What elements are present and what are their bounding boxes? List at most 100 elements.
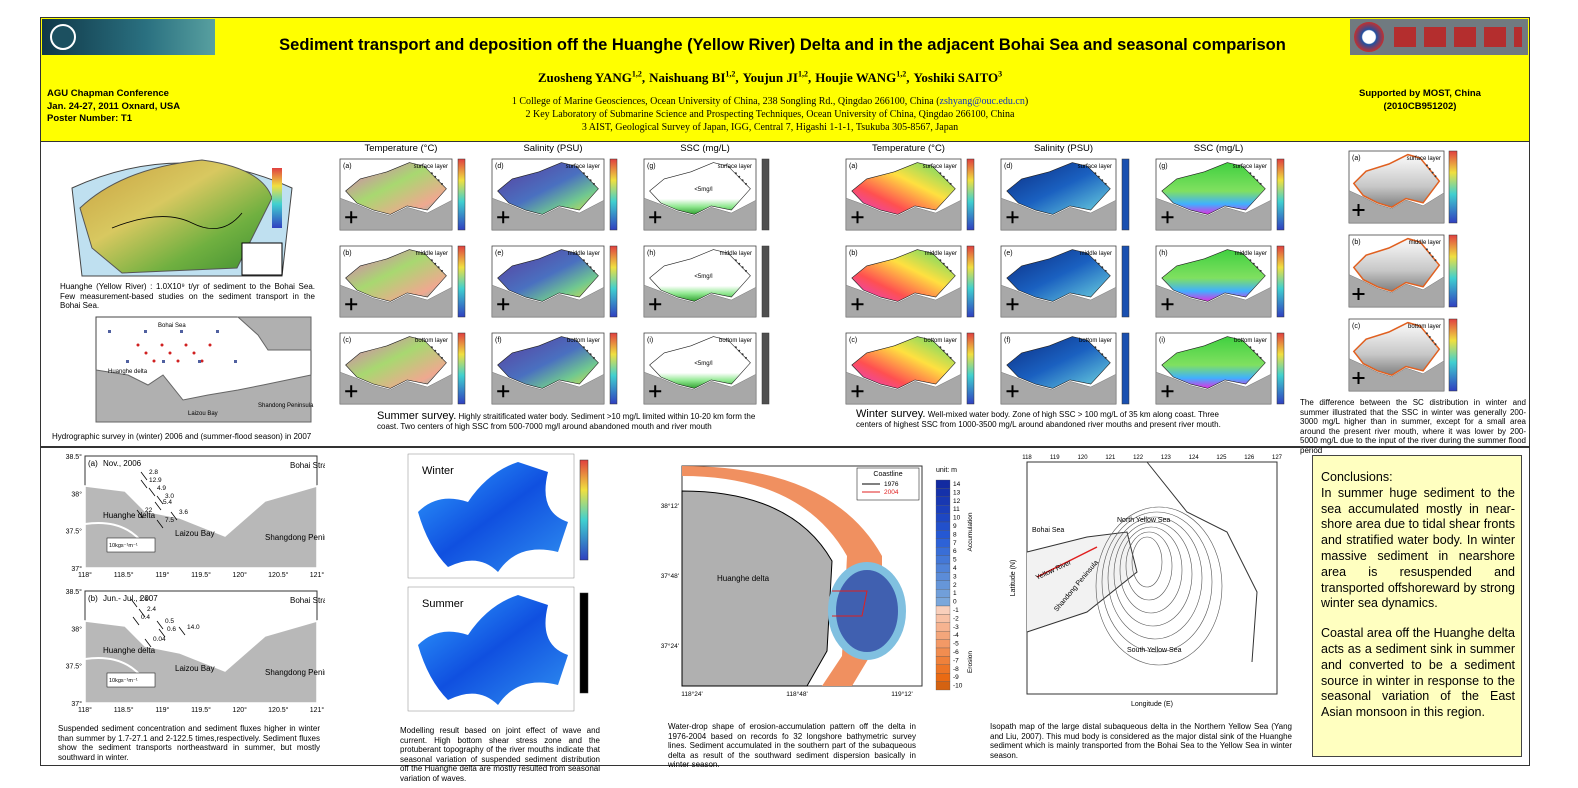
sea-field bbox=[1161, 162, 1266, 215]
island bbox=[744, 356, 747, 359]
layer-label: surface layer bbox=[1233, 164, 1267, 170]
island bbox=[738, 175, 741, 178]
island bbox=[437, 179, 440, 182]
land bbox=[95, 369, 312, 423]
layer-label: bottom layer bbox=[1408, 324, 1441, 330]
scale-cell bbox=[935, 496, 951, 506]
layer-label: surface layer bbox=[718, 164, 752, 170]
island bbox=[586, 262, 589, 265]
scale-box bbox=[106, 672, 156, 688]
isopach-contour bbox=[1101, 511, 1213, 653]
sea-field bbox=[345, 249, 447, 302]
author-affiliation: 1,2 bbox=[631, 70, 642, 79]
x-tick-label: 123 bbox=[1161, 455, 1172, 461]
flux-value: 14.0 bbox=[187, 624, 200, 631]
scale-label: 1 bbox=[953, 590, 957, 597]
caption: The difference between the SC distributi… bbox=[1300, 398, 1526, 455]
colorbar bbox=[1121, 332, 1130, 405]
author-name: Naishuang BI bbox=[649, 70, 726, 86]
island bbox=[949, 356, 952, 359]
x-tick-label: 120° bbox=[232, 706, 247, 714]
layer-label: surface layer bbox=[1078, 164, 1112, 170]
panel-label: (a) bbox=[849, 163, 858, 170]
sea-field bbox=[1352, 153, 1441, 209]
compass bbox=[345, 385, 358, 398]
flux-arrow bbox=[132, 616, 140, 626]
author-affiliation: 1,2 bbox=[896, 70, 907, 79]
y-axis-label: Latitude (N) bbox=[1010, 560, 1017, 597]
colorbar bbox=[457, 158, 466, 231]
colorbar bbox=[457, 245, 466, 318]
land bbox=[79, 159, 273, 274]
flux-value: 12.9 bbox=[149, 477, 162, 484]
layer-label: bottom layer bbox=[415, 338, 448, 344]
isopach-contour bbox=[1107, 516, 1203, 640]
x-tick-label: 119°12' bbox=[891, 690, 912, 698]
layer-label: middle layer bbox=[925, 251, 957, 257]
y-tick-label: 38°12' bbox=[661, 502, 679, 510]
island bbox=[1104, 356, 1107, 359]
scale-cell bbox=[935, 505, 951, 514]
compass bbox=[851, 211, 864, 224]
map-panel: (b) middle layer bbox=[845, 245, 975, 318]
map-panel: (e) middle layer bbox=[1000, 245, 1130, 318]
flux-arrow bbox=[140, 479, 148, 489]
scale-label: 3 bbox=[953, 573, 957, 580]
island bbox=[434, 262, 437, 265]
compass bbox=[497, 211, 510, 224]
column-title: Salinity (PSU) bbox=[523, 143, 583, 154]
layer-label: middle layer bbox=[1409, 240, 1441, 246]
station bbox=[234, 360, 237, 363]
flux-arrow bbox=[136, 509, 144, 519]
x-tick-label: 119.5° bbox=[191, 706, 211, 714]
layer-label: surface layer bbox=[566, 164, 600, 170]
sea-field bbox=[649, 162, 751, 215]
map-panel: (c) bottom layer bbox=[845, 332, 975, 405]
x-tick-label: 120° bbox=[232, 571, 247, 579]
sea-field bbox=[497, 249, 599, 302]
island bbox=[939, 172, 942, 175]
x-tick-label: 120 bbox=[1078, 455, 1089, 461]
caption: Summer survey. Highly straitificated wat… bbox=[377, 411, 767, 431]
compass bbox=[345, 211, 358, 224]
layer-label: bottom layer bbox=[567, 338, 600, 344]
conclusions-paragraph: In summer huge sediment to the sea accum… bbox=[1321, 485, 1515, 611]
scale-cell bbox=[935, 580, 951, 590]
land bbox=[1348, 190, 1445, 224]
affiliation-text: 1 College of Marine Geosciences, Ocean U… bbox=[511, 96, 940, 107]
axis-note: Erosion bbox=[967, 651, 974, 673]
flux-arrow bbox=[140, 471, 148, 481]
island bbox=[1249, 172, 1252, 175]
station bbox=[108, 330, 111, 333]
colorbar bbox=[272, 168, 282, 228]
layer-label: middle layer bbox=[1235, 251, 1267, 257]
panel-label: (c) bbox=[849, 337, 857, 344]
place-label: Shangdong Peninsula bbox=[265, 668, 325, 677]
place-label: Huanghe delta bbox=[103, 646, 156, 655]
scale-cell bbox=[935, 572, 951, 581]
colorbar bbox=[609, 332, 618, 405]
flux-arrow bbox=[156, 620, 164, 630]
scale-label: 11 bbox=[953, 506, 960, 513]
author-name: Houjie WANG bbox=[815, 70, 897, 86]
panel-note: <5mg/l bbox=[694, 187, 712, 193]
season-label: Summer bbox=[422, 598, 464, 610]
scale-cell bbox=[935, 563, 951, 573]
station bbox=[208, 343, 212, 347]
conclusions-title: Conclusions: bbox=[1321, 470, 1393, 484]
land-label: Huanghe delta bbox=[717, 574, 770, 583]
email: zshyang@ouc.edu.cn bbox=[939, 96, 1025, 107]
legend-title: Coastline bbox=[873, 471, 902, 478]
land bbox=[845, 371, 962, 405]
island bbox=[1094, 346, 1097, 349]
coast bbox=[1146, 461, 1258, 663]
scale-cell bbox=[935, 488, 951, 497]
flux-arrow bbox=[156, 495, 164, 505]
scale-cell bbox=[935, 681, 951, 691]
layer-label: surface layer bbox=[414, 164, 448, 170]
colorbar bbox=[1276, 158, 1285, 231]
island bbox=[1094, 259, 1097, 262]
x-tick-label: 118°24' bbox=[681, 690, 702, 698]
logo-emblem bbox=[50, 24, 76, 50]
